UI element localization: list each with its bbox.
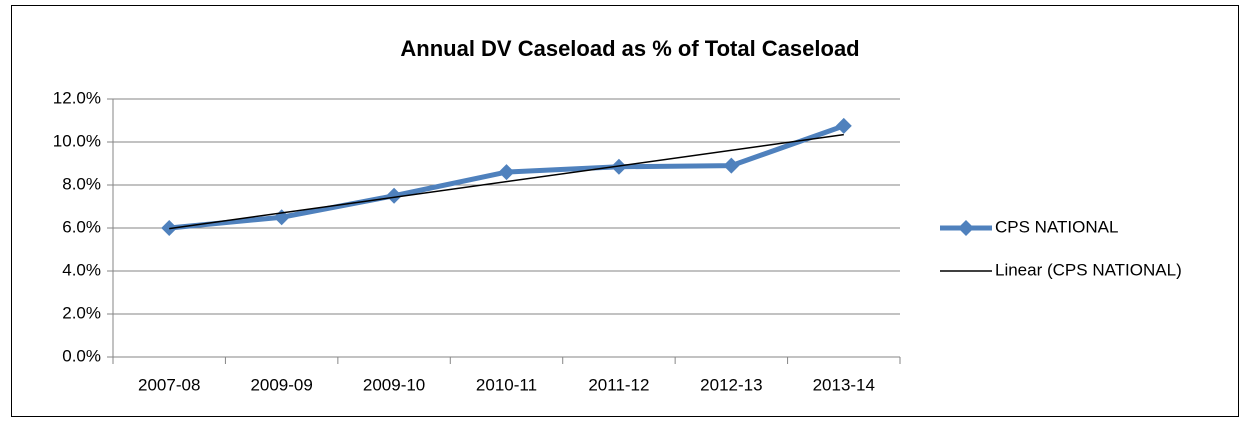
x-tick-label: 2007-08: [138, 375, 200, 394]
x-tick-label: 2010-11: [476, 375, 537, 394]
y-tick-label: 4.0%: [62, 260, 101, 279]
trendline: [169, 133, 844, 230]
y-tick-label: 0.0%: [62, 346, 101, 365]
chart-border: [11, 5, 1239, 417]
chart-title: Annual DV Caseload as % of Total Caseloa…: [400, 36, 859, 61]
x-tick-label: 2013-14: [813, 375, 875, 394]
point-marker: [386, 187, 403, 204]
y-tick-label: 8.0%: [62, 174, 101, 193]
point-marker: [723, 157, 740, 174]
point-marker: [610, 158, 627, 175]
x-tick-label: 2012-13: [700, 375, 762, 394]
x-tick-label: 2009-09: [250, 375, 312, 394]
y-tick-label: 2.0%: [62, 303, 101, 322]
y-tick-label: 6.0%: [62, 217, 101, 236]
x-tick-label: 2009-10: [363, 375, 425, 394]
x-tick-label: 2011-12: [588, 375, 649, 394]
y-tick-label: 10.0%: [53, 131, 101, 150]
legend-label: Linear (CPS NATIONAL): [995, 260, 1182, 279]
legend-label: CPS NATIONAL: [995, 217, 1118, 236]
y-tick-label: 12.0%: [53, 88, 101, 107]
point-marker: [498, 164, 515, 181]
point-marker: [835, 117, 852, 134]
legend-marker: [958, 220, 974, 236]
